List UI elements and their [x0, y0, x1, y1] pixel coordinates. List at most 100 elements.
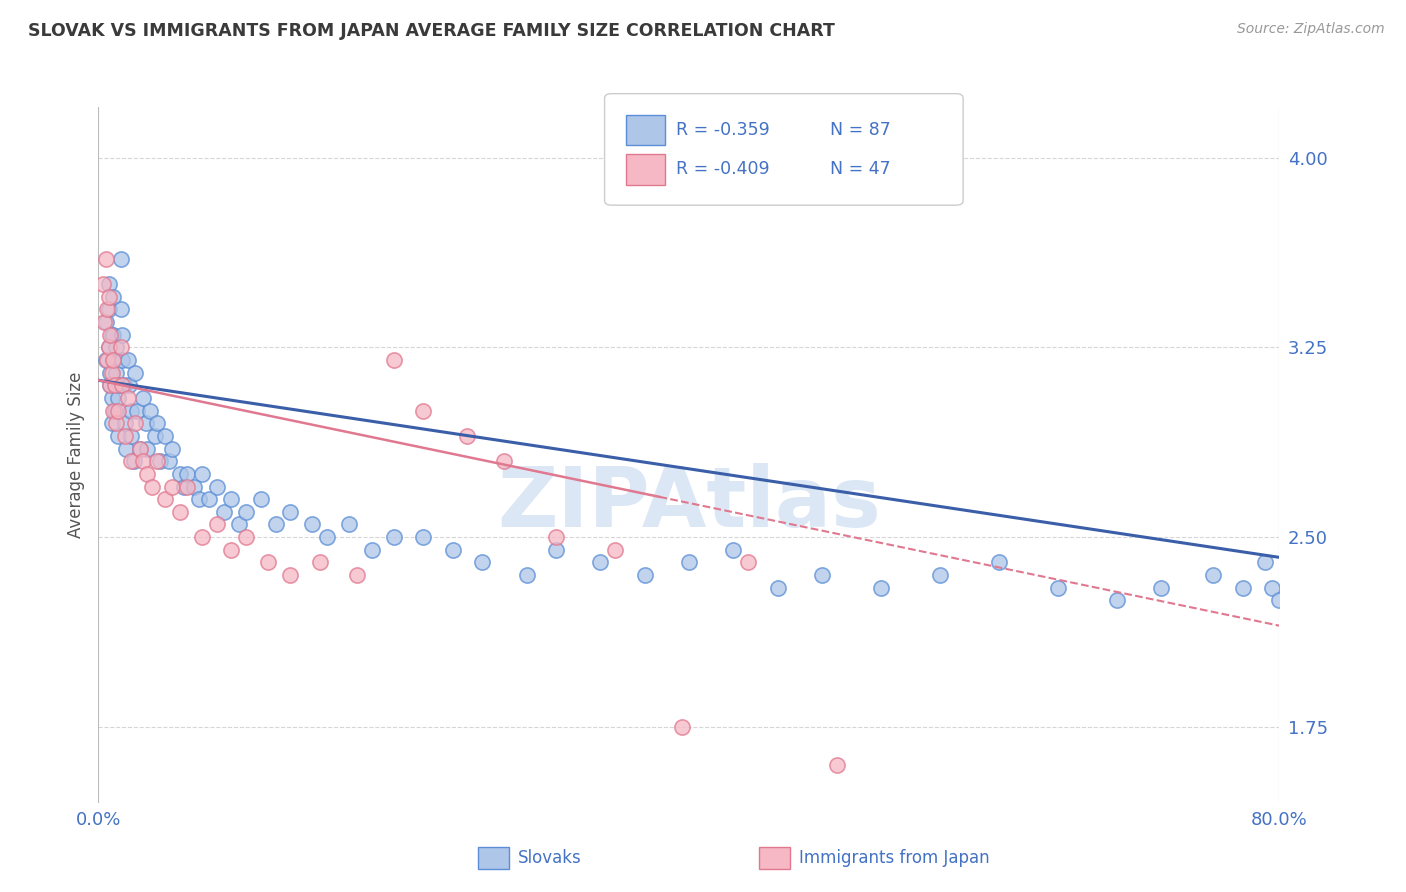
- Point: [141, 479, 163, 493]
- Point: [118, 378, 141, 392]
- Point: [257, 556, 280, 570]
- Point: [120, 429, 142, 443]
- Point: [157, 454, 180, 468]
- Point: [135, 417, 157, 431]
- Point: [100, 366, 122, 380]
- Point: [928, 568, 950, 582]
- Point: [149, 454, 172, 468]
- Point: [198, 492, 221, 507]
- Point: [98, 378, 121, 392]
- Point: [104, 378, 127, 392]
- Point: [111, 378, 134, 392]
- Point: [544, 530, 567, 544]
- Point: [94, 315, 117, 329]
- Point: [100, 327, 122, 342]
- Point: [382, 530, 405, 544]
- Text: N = 87: N = 87: [830, 121, 890, 139]
- Point: [766, 581, 789, 595]
- Y-axis label: Average Family Size: Average Family Size: [66, 372, 84, 538]
- Point: [316, 530, 339, 544]
- Point: [98, 327, 121, 342]
- Point: [264, 517, 287, 532]
- Point: [103, 403, 125, 417]
- Text: N = 47: N = 47: [830, 161, 890, 178]
- Point: [96, 302, 118, 317]
- Point: [1261, 581, 1284, 595]
- Point: [97, 302, 120, 317]
- Point: [153, 429, 176, 443]
- Point: [105, 340, 128, 354]
- Point: [337, 517, 360, 532]
- Point: [110, 302, 132, 317]
- Point: [278, 505, 302, 519]
- Point: [250, 492, 273, 507]
- Point: [1105, 593, 1128, 607]
- Point: [235, 505, 257, 519]
- Point: [515, 568, 537, 582]
- Point: [136, 467, 159, 481]
- Point: [309, 556, 332, 570]
- Point: [382, 353, 405, 368]
- Point: [633, 568, 655, 582]
- Point: [1254, 556, 1277, 570]
- Point: [120, 403, 142, 417]
- Point: [112, 378, 135, 392]
- Point: [107, 391, 129, 405]
- Point: [169, 505, 191, 519]
- Point: [219, 542, 242, 557]
- Point: [124, 417, 146, 431]
- Point: [104, 403, 127, 417]
- Point: [153, 492, 176, 507]
- Point: [494, 454, 516, 468]
- Point: [544, 542, 567, 557]
- Text: Immigrants from Japan: Immigrants from Japan: [799, 849, 990, 867]
- Point: [205, 517, 228, 532]
- Point: [191, 530, 214, 544]
- Point: [176, 479, 198, 493]
- Point: [97, 340, 120, 354]
- Point: [94, 252, 117, 266]
- Point: [103, 353, 125, 368]
- Point: [111, 353, 134, 368]
- Point: [1046, 581, 1069, 595]
- Text: SLOVAK VS IMMIGRANTS FROM JAPAN AVERAGE FAMILY SIZE CORRELATION CHART: SLOVAK VS IMMIGRANTS FROM JAPAN AVERAGE …: [28, 22, 835, 40]
- Point: [124, 366, 146, 380]
- Point: [132, 454, 155, 468]
- Point: [97, 340, 120, 354]
- Point: [737, 556, 759, 570]
- Point: [456, 429, 478, 443]
- Point: [108, 378, 131, 392]
- Point: [103, 290, 125, 304]
- Point: [103, 327, 125, 342]
- Point: [183, 479, 205, 493]
- Point: [176, 467, 198, 481]
- Point: [96, 353, 118, 368]
- Point: [128, 442, 150, 456]
- Point: [105, 366, 128, 380]
- Point: [128, 442, 150, 456]
- Point: [1232, 581, 1254, 595]
- Point: [162, 479, 183, 493]
- Point: [114, 429, 136, 443]
- Point: [117, 353, 139, 368]
- Point: [191, 467, 214, 481]
- Point: [132, 391, 155, 405]
- Point: [1202, 568, 1225, 582]
- Point: [205, 479, 228, 493]
- Text: R = -0.409: R = -0.409: [676, 161, 770, 178]
- Point: [115, 442, 138, 456]
- Point: [97, 277, 120, 292]
- Point: [103, 353, 125, 368]
- Point: [110, 252, 132, 266]
- Text: R = -0.359: R = -0.359: [676, 121, 770, 139]
- Text: Slovaks: Slovaks: [517, 849, 581, 867]
- Point: [301, 517, 323, 532]
- Point: [107, 403, 129, 417]
- Point: [412, 403, 434, 417]
- Point: [107, 429, 129, 443]
- Point: [125, 403, 148, 417]
- Point: [114, 417, 136, 431]
- Point: [94, 353, 117, 368]
- Point: [143, 429, 166, 443]
- Point: [1268, 593, 1291, 607]
